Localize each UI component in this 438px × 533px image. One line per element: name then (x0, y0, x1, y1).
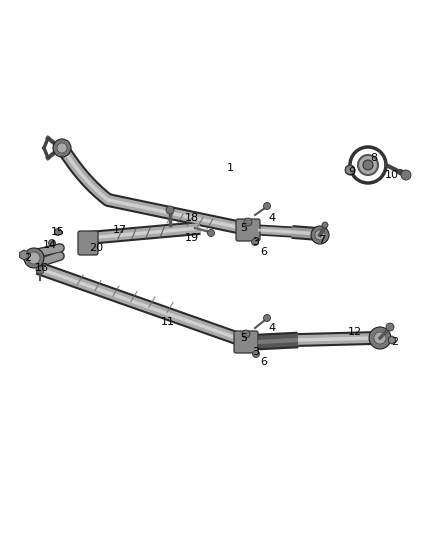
Circle shape (53, 139, 71, 157)
Circle shape (345, 165, 355, 175)
Circle shape (28, 252, 40, 264)
Circle shape (57, 143, 67, 153)
Text: 8: 8 (371, 153, 378, 163)
Polygon shape (389, 336, 396, 344)
Text: 18: 18 (185, 213, 199, 223)
Circle shape (401, 170, 411, 180)
Text: 14: 14 (43, 240, 57, 250)
Text: 15: 15 (51, 227, 65, 237)
Text: 1: 1 (226, 163, 233, 173)
Text: 6: 6 (261, 357, 268, 367)
Text: 20: 20 (89, 243, 103, 253)
Circle shape (311, 226, 329, 244)
Text: 3: 3 (252, 347, 259, 357)
Text: 5: 5 (240, 223, 247, 233)
Text: 17: 17 (113, 225, 127, 235)
FancyBboxPatch shape (234, 331, 258, 353)
Text: 12: 12 (348, 327, 362, 337)
Text: 5: 5 (240, 333, 247, 343)
Circle shape (36, 266, 44, 274)
Circle shape (208, 230, 215, 237)
Circle shape (358, 155, 378, 175)
Circle shape (264, 203, 271, 209)
Text: 7: 7 (318, 235, 325, 245)
Circle shape (386, 323, 394, 331)
Circle shape (20, 251, 28, 259)
Circle shape (369, 327, 391, 349)
Text: 9: 9 (349, 167, 356, 177)
Text: 16: 16 (35, 263, 49, 273)
FancyBboxPatch shape (78, 231, 98, 255)
Circle shape (252, 351, 259, 358)
Circle shape (166, 206, 174, 214)
Text: 19: 19 (185, 233, 199, 243)
Polygon shape (20, 250, 28, 260)
Circle shape (242, 330, 250, 338)
Text: 2: 2 (25, 253, 32, 263)
Text: 4: 4 (268, 213, 276, 223)
Text: 10: 10 (385, 170, 399, 180)
Circle shape (315, 230, 325, 240)
Polygon shape (346, 165, 354, 175)
Text: 6: 6 (261, 247, 268, 257)
Circle shape (374, 332, 386, 344)
Circle shape (24, 248, 44, 268)
Text: 2: 2 (392, 337, 399, 347)
Text: 4: 4 (268, 323, 276, 333)
Text: 11: 11 (161, 317, 175, 327)
Circle shape (54, 229, 61, 236)
FancyBboxPatch shape (236, 219, 260, 241)
Circle shape (322, 222, 328, 228)
Circle shape (244, 218, 252, 226)
Circle shape (251, 238, 258, 246)
Circle shape (49, 239, 56, 246)
Text: 3: 3 (252, 237, 259, 247)
Circle shape (363, 160, 373, 170)
Circle shape (264, 314, 271, 321)
